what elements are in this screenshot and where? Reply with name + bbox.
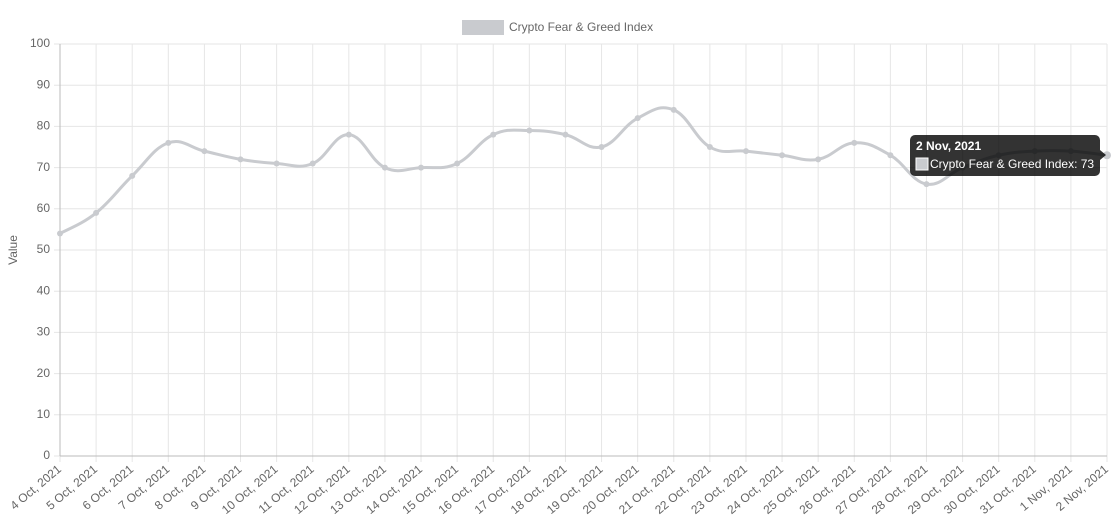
data-point (381, 164, 388, 171)
data-point (670, 106, 677, 113)
data-point (165, 139, 172, 146)
data-point (742, 148, 749, 155)
data-point (1103, 151, 1111, 160)
y-tick-label: 20 (37, 366, 51, 380)
data-point (237, 156, 244, 163)
y-tick-label: 30 (37, 325, 51, 339)
y-axis-title: Value (6, 235, 20, 265)
tooltip-caret (1100, 150, 1106, 160)
y-tick-label: 100 (30, 36, 50, 50)
data-point (598, 144, 605, 150)
data-point (57, 230, 63, 237)
data-point (706, 144, 713, 150)
data-point (887, 152, 894, 159)
tooltip-title: 2 Nov, 2021 (916, 139, 981, 153)
y-tick-label: 80 (37, 119, 51, 133)
y-tick-label: 60 (37, 201, 51, 215)
legend-swatch (462, 20, 504, 35)
data-point (851, 139, 858, 146)
data-point (454, 160, 461, 167)
y-tick-label: 0 (43, 448, 50, 462)
y-tick-label: 70 (37, 160, 51, 174)
y-tick-label: 90 (37, 77, 51, 91)
tooltip-box (910, 135, 1100, 176)
data-point (779, 152, 786, 159)
data-point (273, 160, 280, 167)
data-point (93, 209, 100, 216)
tooltip-label: Crypto Fear & Greed Index: 73 (930, 157, 1094, 171)
data-point (490, 131, 497, 138)
data-point (418, 164, 425, 171)
data-point (634, 115, 641, 122)
data-point (923, 181, 930, 188)
data-point (309, 160, 316, 167)
y-tick-label: 50 (37, 242, 51, 256)
legend-label: Crypto Fear & Greed Index (509, 20, 653, 34)
y-tick-label: 40 (37, 283, 51, 297)
data-point (345, 131, 352, 138)
data-point (815, 156, 822, 163)
tooltip-swatch (915, 157, 929, 171)
data-point (526, 127, 533, 134)
data-point (201, 148, 208, 155)
y-tick-label: 10 (37, 407, 51, 421)
series-line (59, 106, 1108, 235)
data-point (129, 172, 136, 179)
data-point (562, 131, 569, 138)
